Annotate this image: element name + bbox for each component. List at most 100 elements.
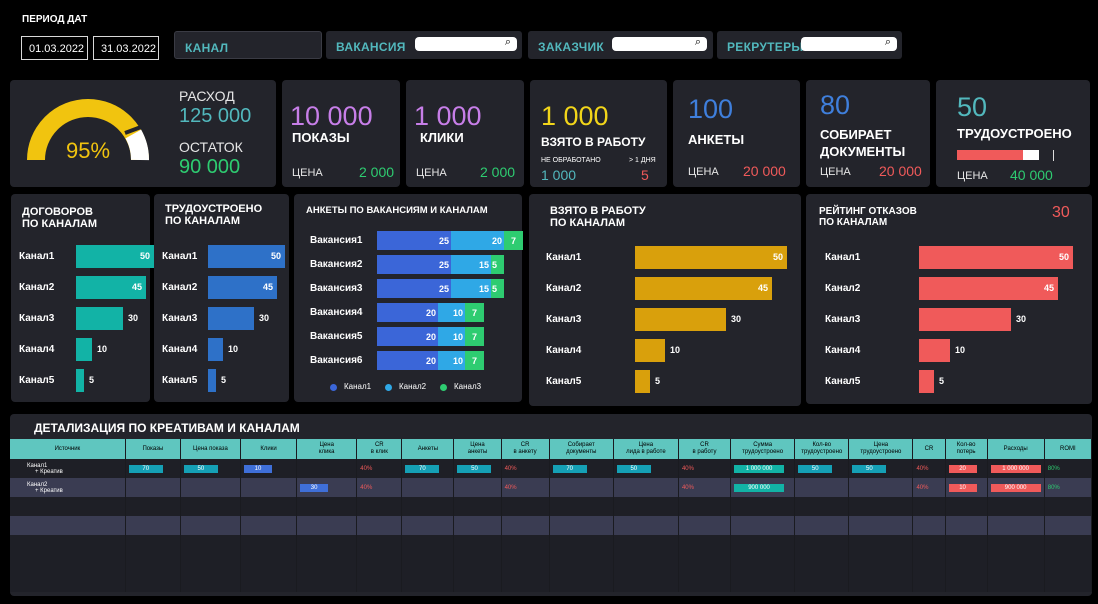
- chart-bar-segment: [451, 279, 491, 298]
- table-cell: 50: [180, 459, 242, 478]
- chart-data-label: 45: [132, 281, 143, 292]
- table-cell: [125, 478, 181, 497]
- table-cell: [180, 497, 242, 516]
- chart-bar-segment: [377, 279, 451, 298]
- table-cell: 70: [549, 459, 614, 478]
- taken-value: 1 000: [541, 101, 609, 131]
- table-header-cell: Клики: [240, 439, 298, 459]
- chart-bar: [76, 369, 84, 392]
- chart-bar: [919, 370, 934, 393]
- table-cell: [945, 516, 988, 535]
- recruiters-search-input[interactable]: ⌕: [801, 36, 897, 51]
- search-icon: ⌕: [504, 36, 511, 48]
- table-cell: [912, 535, 946, 554]
- table-header-cell: Источник: [10, 439, 126, 459]
- table-cell: [1044, 497, 1092, 516]
- refusals-title-1: РЕЙТИНГ ОТКАЗОВ: [819, 206, 917, 217]
- value-chip: 1 000 000: [734, 464, 785, 473]
- chart-category-label: Канал4: [162, 343, 198, 355]
- date-from-input[interactable]: 01.03.2022: [21, 36, 88, 60]
- recruiters-filter[interactable]: РЕКРУТЕРЫ ⌕: [717, 31, 902, 59]
- table-cell: [987, 535, 1045, 554]
- chart-category-label: Вакансия3: [310, 283, 363, 294]
- customer-search-input[interactable]: ⌕: [612, 36, 707, 51]
- chart-bar: [208, 245, 285, 268]
- table-cell: [549, 516, 614, 535]
- table-cell: [356, 554, 403, 573]
- table-cell: [613, 516, 679, 535]
- chart-bar-segment: [451, 231, 504, 250]
- cr-value: 40%: [681, 484, 694, 491]
- table-cell: [401, 497, 455, 516]
- vacancy-filter[interactable]: ВАКАНСИЯ ⌕: [326, 31, 522, 59]
- table-cell: [730, 554, 796, 573]
- chart-data-label: 10: [453, 332, 464, 342]
- forms-value: 100: [688, 94, 734, 124]
- table-cell: 40%: [912, 478, 946, 497]
- chart-bar-segment: [438, 351, 465, 370]
- customer-filter[interactable]: ЗАКАЗЧИК ⌕: [528, 31, 713, 59]
- table-cell: [501, 535, 550, 554]
- employed-ch-title-2: ПО КАНАЛАМ: [165, 215, 241, 227]
- taken-ch-title-1: ВЗЯТО В РАБОТУ: [550, 205, 646, 217]
- refusals-bars: Канал1 50 Канал2 45 Канал3 30 Канал4 10 Канал5 5: [825, 246, 1087, 396]
- employed-price: 40 000: [1010, 167, 1053, 183]
- table-header-cell: ROMI: [1044, 439, 1092, 459]
- chart-data-label: 30: [1016, 313, 1027, 324]
- value-chip: 900 000: [990, 483, 1041, 492]
- vacancy-search-input[interactable]: ⌕: [415, 36, 517, 51]
- forms-card: 100 АНКЕТЫ ЦЕНА 20 000: [673, 80, 800, 187]
- taken-channel-chart: ВЗЯТО В РАБОТУ ПО КАНАЛАМ Канал1 50 Канал2…: [529, 194, 801, 406]
- cr-value: 40%: [504, 484, 517, 491]
- channel-filter[interactable]: КАНАЛ: [174, 31, 322, 59]
- chart-bar-segment: [491, 279, 504, 298]
- table-cell: 20: [945, 459, 988, 478]
- table-cell: 40%: [501, 478, 550, 497]
- table-cell: [945, 573, 988, 592]
- romi-value: 80%: [1047, 484, 1060, 491]
- chart-bar: [76, 338, 92, 361]
- chart-data-label: 15: [479, 260, 490, 270]
- contracts-chart: ДОГОВОРОВ ПО КАНАЛАМ Канал1 50 Канал2 45 Кан…: [11, 194, 154, 402]
- cr-value: 40%: [360, 484, 373, 491]
- chart-bar: [635, 339, 665, 362]
- forms-price: 20 000: [743, 163, 786, 179]
- shows-price: 2 000: [359, 164, 395, 180]
- unprocessed-label: НЕ ОБРАБОТАНО: [541, 157, 601, 164]
- table-cell: [296, 459, 358, 478]
- table-cell: 70: [401, 459, 455, 478]
- table-cell: [125, 516, 181, 535]
- docs-card: 80 СОБИРАЕТ ДОКУМЕНТЫ ЦЕНА 20 000: [806, 80, 930, 187]
- table-cell: [912, 497, 946, 516]
- table-cell: [401, 535, 455, 554]
- chart-category-label: Канал5: [825, 375, 861, 387]
- value-chip: 900 000: [734, 483, 785, 492]
- chart-data-label: 20: [426, 356, 437, 366]
- table-cell: [180, 573, 242, 592]
- table-cell: 10: [240, 459, 298, 478]
- table-header-cell: Анкеты: [401, 439, 455, 459]
- rest-label: ОСТАТОК: [179, 139, 243, 155]
- shows-label: ПОКАЗЫ: [292, 130, 350, 145]
- value-chip: 20: [948, 464, 977, 473]
- table-cell: Канал2 + Креатив: [10, 478, 126, 497]
- table-cell: [613, 497, 679, 516]
- chart-data-label: 20: [426, 332, 437, 342]
- table-cell: [848, 497, 914, 516]
- chart-data-label: 10: [453, 356, 464, 366]
- table-cell: [356, 497, 403, 516]
- employed-progress: 80%: [957, 150, 1039, 160]
- customer-filter-label: ЗАКАЗЧИК: [538, 40, 605, 54]
- source-line: + Креатив: [35, 468, 63, 475]
- chart-category-label: Канал1: [825, 251, 861, 263]
- chart-category-label: Канал2: [19, 281, 55, 293]
- table-header-cell: Цена анкеты: [453, 439, 502, 459]
- chart-data-label: 20: [492, 236, 503, 246]
- date-to-input[interactable]: 31.03.2022: [93, 36, 159, 60]
- table-cell: 80%: [1044, 459, 1092, 478]
- table-cell: [613, 554, 679, 573]
- chart-category-label: Канал1: [162, 250, 198, 262]
- cr-value: 40%: [504, 465, 517, 472]
- table-cell: 900 000: [987, 478, 1045, 497]
- table-cell: [678, 535, 732, 554]
